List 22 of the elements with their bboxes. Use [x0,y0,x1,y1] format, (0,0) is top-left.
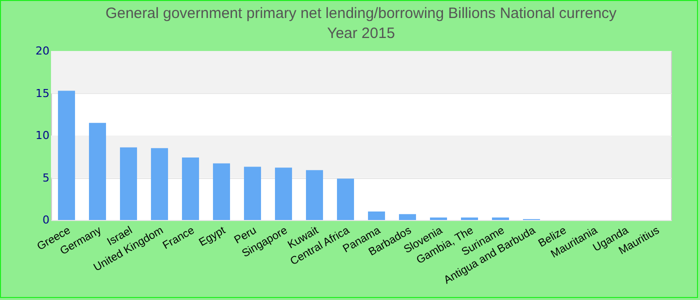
y-tick-label: 10 [36,129,50,142]
bar [58,90,76,220]
bar [88,122,106,220]
bar [368,212,386,220]
bar [306,170,324,220]
chart-title: General government primary net lending/borrowing Billions National currency [105,5,618,22]
bar [120,147,138,220]
chart-subtitle: Year 2015 [327,25,395,42]
bar [492,217,510,220]
bar [244,166,262,220]
bar [182,157,200,220]
bar [460,217,478,220]
y-tick-label: 15 [36,86,50,100]
bar [336,178,354,220]
bar [274,168,292,220]
y-tick-label: 5 [42,171,50,184]
bar [150,148,168,220]
y-tick-label: 0 [42,214,50,226]
bar [430,217,448,220]
y-tick-label: 20 [36,44,50,58]
bar [398,214,416,220]
bar [212,163,230,220]
